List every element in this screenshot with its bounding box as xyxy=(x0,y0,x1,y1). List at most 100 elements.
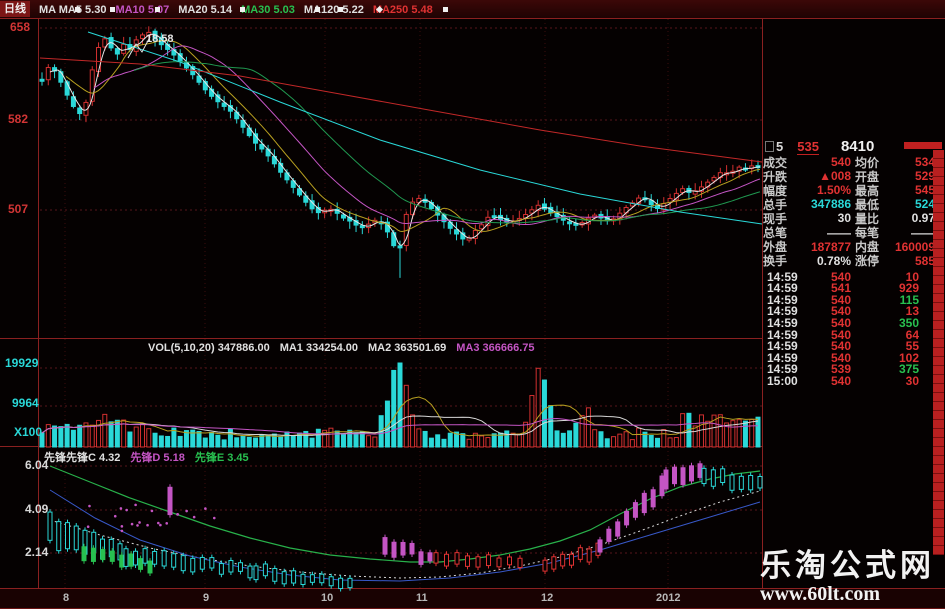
candle-body xyxy=(567,221,573,225)
tick-row[interactable]: 14:59 540 13 xyxy=(767,304,933,319)
volume-bar xyxy=(391,369,397,448)
stat-label: 升跌 xyxy=(763,169,788,184)
volume-bar xyxy=(121,419,127,448)
vol-header-item: MA3 366666.75 xyxy=(456,342,535,354)
stat-label: 量比 xyxy=(855,211,880,226)
indicator-dot xyxy=(120,525,124,528)
tick-row[interactable]: 14:59 540 10 xyxy=(767,269,933,284)
time-axis-label: 12 xyxy=(541,592,554,604)
ma-value-item: MA MA5 5.30 xyxy=(39,4,107,16)
candle-body xyxy=(479,224,485,230)
indicator-header-item: 先锋E 3.45 xyxy=(194,452,249,464)
volume-bar xyxy=(366,435,372,448)
stat-value: 540 xyxy=(830,155,851,170)
volume-bar xyxy=(209,431,215,448)
tick-price: 540 xyxy=(830,327,851,342)
indicator-line xyxy=(49,489,761,582)
volume-bar xyxy=(416,428,422,448)
indicator-candle xyxy=(161,550,167,567)
indicator-candle xyxy=(109,550,115,562)
volume-bar xyxy=(535,367,541,448)
tick-price: 540 xyxy=(830,304,851,319)
indicator-candle xyxy=(142,548,148,564)
candle-body xyxy=(454,229,460,235)
volume-bar xyxy=(648,434,654,448)
volume-bar xyxy=(133,426,139,448)
tick-time: 15:00 xyxy=(767,373,798,388)
volume-bar xyxy=(460,433,466,448)
indicator-candle xyxy=(507,556,512,566)
indicator-candle xyxy=(632,502,638,518)
tick-row[interactable]: 14:59 541 929 xyxy=(767,281,933,295)
indicator-candle xyxy=(167,486,173,516)
indicator-candle xyxy=(119,554,125,568)
stat-label: 幅度 xyxy=(763,183,788,198)
indicator-candle xyxy=(309,574,315,583)
sell-volume: 8410 xyxy=(840,138,875,155)
tick-row[interactable]: 14:59 540 55 xyxy=(767,339,933,353)
volume-bar xyxy=(422,430,428,448)
indicator-candle xyxy=(81,546,87,562)
tick-volume: 102 xyxy=(898,350,919,365)
signal-marker-icon xyxy=(110,7,115,12)
volume-pane-header: VOL(5,10,20) 347886.00 MA1 334254.00 MA2 3… xyxy=(148,342,545,354)
price-axis-label: 658 xyxy=(10,20,31,34)
volume-bar xyxy=(454,431,460,448)
candle-body xyxy=(541,203,547,210)
candle-body xyxy=(114,48,120,55)
vol-header-item: MA1 334254.00 xyxy=(279,342,358,354)
volume-bar xyxy=(353,432,359,448)
candle-body xyxy=(221,102,227,107)
volume-bar xyxy=(510,432,516,448)
volume-bar xyxy=(435,434,441,448)
time-axis-label: 8 xyxy=(63,592,70,604)
indicator-dot xyxy=(130,522,134,526)
indicator-candle xyxy=(650,489,656,508)
indicator-candle xyxy=(710,469,716,487)
tick-volume: 10 xyxy=(905,269,919,284)
price-axis-label: 507 xyxy=(8,202,29,216)
period-selector[interactable]: 日线 xyxy=(0,1,30,17)
indicator-candle xyxy=(697,463,703,478)
volume-bar xyxy=(271,433,277,448)
indicator-dot xyxy=(86,525,90,529)
time-axis-label: 2012 xyxy=(656,592,681,604)
ma-value-item: MA10 5.07 xyxy=(115,4,170,16)
volume-bar xyxy=(673,437,679,448)
stat-value: 160009 xyxy=(894,239,935,254)
candle-body xyxy=(259,143,265,150)
tick-list: 14:59 540 10 14:59 541 929 14:59 540 115 14:59 540… xyxy=(767,269,933,388)
stat-label: 换手 xyxy=(763,254,788,269)
ma-values-readout: MA MA5 5.30 MA10 5.07 MA20 5.14 MA30 5.03 MA… xyxy=(30,0,433,18)
tick-row[interactable]: 14:59 539 375 xyxy=(767,362,933,376)
sell-level: 5 xyxy=(776,139,784,154)
volume-bar xyxy=(711,414,717,448)
indicator-candle xyxy=(338,577,344,590)
candle-body xyxy=(529,209,535,214)
indicator-candle xyxy=(152,550,158,565)
volume-bar xyxy=(523,421,529,448)
volume-bar xyxy=(77,424,83,448)
indicator-candle xyxy=(444,553,449,567)
price-axis-label: 582 xyxy=(8,112,29,126)
volume-bar xyxy=(227,428,233,448)
indicator-candle xyxy=(748,474,754,491)
tick-row[interactable]: 14:59 540 64 xyxy=(767,327,933,342)
tick-volume: 115 xyxy=(899,292,919,307)
stat-label: 每笔 xyxy=(855,226,880,241)
tick-row[interactable]: 14:59 540 350 xyxy=(767,316,933,330)
tick-row[interactable]: 14:59 540 102 xyxy=(767,350,933,365)
volume-bar xyxy=(736,419,742,448)
tick-row[interactable]: 14:59 540 115 xyxy=(767,292,933,307)
indicator-candle xyxy=(56,521,62,552)
indicator-dot xyxy=(204,507,207,510)
watermark-title: 乐淘公式网 xyxy=(760,548,935,583)
tick-row[interactable]: 15:00 540 30 xyxy=(767,373,933,388)
scrollbar[interactable] xyxy=(933,150,944,555)
price-annotation: 18.58 xyxy=(146,33,174,45)
stat-value: 1.50% xyxy=(816,183,851,198)
quote-stat-row: 外盘 187877 内盘 160009 xyxy=(763,239,943,255)
tick-price: 540 xyxy=(830,350,851,365)
indicator-candle xyxy=(738,475,744,490)
